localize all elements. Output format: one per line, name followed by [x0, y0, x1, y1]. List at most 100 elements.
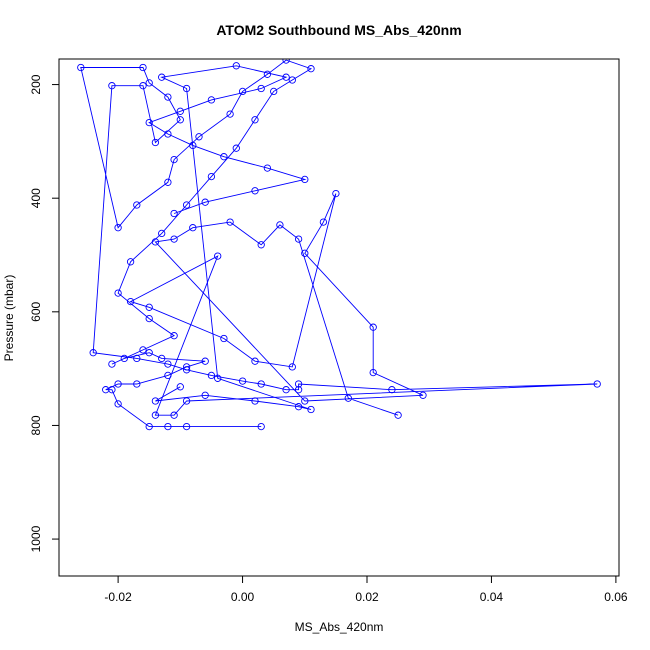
- data-point: [170, 155, 178, 164]
- data-point: [201, 357, 209, 365]
- series-points: [77, 59, 601, 431]
- data-point: [388, 386, 396, 394]
- data-point: [189, 141, 197, 150]
- data-point: [102, 386, 110, 394]
- x-tick-label: -0.02: [104, 590, 132, 604]
- data-point: [145, 314, 153, 323]
- data-point: [139, 82, 147, 90]
- data-point: [182, 366, 191, 374]
- data-point: [158, 73, 166, 81]
- data-point: [139, 346, 147, 354]
- data-point: [319, 218, 328, 226]
- data-point: [332, 189, 340, 198]
- data-point: [114, 289, 122, 297]
- data-point: [238, 87, 247, 96]
- data-point: [145, 118, 153, 127]
- data-point: [133, 380, 141, 388]
- x-axis: -0.02 0.00 0.02 0.04 0.06: [104, 575, 628, 604]
- data-point: [133, 354, 141, 363]
- x-tick-label: 0.02: [355, 590, 379, 604]
- data-point: [170, 332, 178, 340]
- data-point: [189, 224, 197, 232]
- data-point: [151, 238, 160, 246]
- data-point: [226, 110, 234, 118]
- data-point: [307, 65, 315, 73]
- y-tick-label: 400: [29, 188, 43, 208]
- data-point: [158, 354, 166, 363]
- data-point: [270, 87, 278, 96]
- data-point: [369, 323, 377, 331]
- data-point: [114, 380, 122, 388]
- data-point: [257, 380, 265, 388]
- data-point: [207, 96, 216, 104]
- data-point: [182, 397, 191, 405]
- data-point: [158, 229, 166, 238]
- data-point: [214, 252, 222, 260]
- data-point: [126, 297, 135, 306]
- data-point: [164, 422, 172, 431]
- data-point: [176, 383, 184, 391]
- data-point: [394, 411, 402, 419]
- data-point: [251, 187, 259, 195]
- y-tick-label: 200: [29, 74, 43, 94]
- data-point: [294, 380, 303, 388]
- data-point: [294, 235, 303, 243]
- data-point: [182, 363, 191, 371]
- data-point: [195, 133, 203, 141]
- data-point: [182, 84, 191, 93]
- data-point: [151, 138, 160, 147]
- data-point: [114, 400, 122, 408]
- data-point: [126, 258, 135, 266]
- series-line-1: [148, 65, 312, 410]
- data-point: [226, 218, 234, 226]
- y-tick-label: 1000: [29, 525, 43, 552]
- data-point: [263, 70, 272, 78]
- chart-title: ATOM2 Southbound MS_Abs_420nm: [216, 22, 461, 38]
- data-point: [207, 172, 216, 181]
- data-point: [164, 130, 172, 138]
- data-point: [201, 198, 209, 206]
- data-point: [344, 394, 352, 402]
- data-point: [176, 116, 184, 124]
- data-point: [282, 73, 290, 81]
- data-point: [182, 422, 191, 431]
- x-tick-label: 0.00: [231, 590, 255, 604]
- data-point: [282, 386, 290, 394]
- x-axis-label: MS_Abs_420nm: [295, 620, 384, 634]
- data-point: [164, 178, 172, 186]
- data-point: [301, 397, 309, 405]
- data-point: [419, 391, 427, 399]
- data-point: [232, 144, 240, 152]
- data-point: [170, 235, 178, 243]
- x-tick-label: 0.06: [604, 590, 628, 604]
- data-point: [301, 249, 309, 257]
- data-point: [251, 116, 259, 124]
- y-axis: 200 400 600 800 1000: [29, 74, 60, 552]
- data-point: [276, 221, 284, 229]
- data-point: [108, 360, 116, 368]
- data-point: [89, 349, 97, 357]
- data-point: [288, 363, 296, 371]
- data-point: [201, 391, 209, 399]
- data-point: [145, 422, 153, 431]
- data-point: [108, 82, 116, 90]
- y-tick-label: 600: [29, 301, 43, 321]
- data-point: [257, 241, 265, 249]
- data-point: [307, 405, 315, 414]
- data-point: [207, 371, 216, 380]
- x-tick-label: 0.04: [480, 590, 504, 604]
- data-point: [282, 59, 290, 64]
- data-point: [77, 63, 85, 72]
- data-point: [232, 62, 240, 70]
- data-point: [120, 354, 128, 363]
- data-point: [133, 201, 141, 209]
- data-point: [151, 397, 160, 405]
- data-point: [251, 397, 259, 405]
- data-point: [170, 209, 178, 218]
- series-line-0: [80, 59, 598, 428]
- data-point: [251, 357, 259, 365]
- data-point: [145, 79, 153, 87]
- data-point: [301, 175, 309, 184]
- data-point: [151, 411, 160, 419]
